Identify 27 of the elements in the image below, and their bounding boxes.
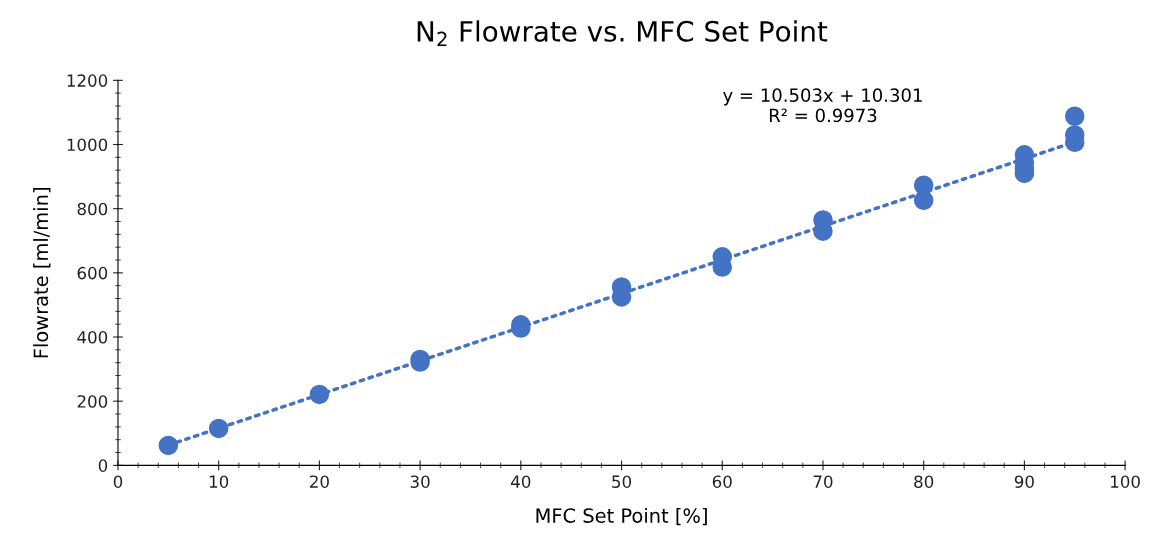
y-tick-label: 800 xyxy=(77,202,108,216)
y-tick-label: 400 xyxy=(77,330,108,344)
x-axis-title: MFC Set Point [%] xyxy=(536,507,707,526)
annotation: y = 10.503x + 10.301 R² = 0.9973 xyxy=(723,88,922,123)
point xyxy=(158,435,179,456)
point xyxy=(208,418,229,439)
x-tick-label: 50 xyxy=(612,475,632,488)
x-tick-label: 40 xyxy=(511,475,531,488)
point xyxy=(1064,106,1085,127)
chart-title: N$_{2}$ Flowrate vs. MFC Set Point xyxy=(417,20,828,46)
y-tick-label: 1200 xyxy=(67,74,108,87)
x-tick-label: 20 xyxy=(310,475,329,488)
x-tick-label: 100 xyxy=(1111,475,1140,488)
y-tick-label: 200 xyxy=(77,395,108,408)
x-tick-label: 30 xyxy=(410,475,430,488)
x-tick-label: 80 xyxy=(914,475,934,488)
y-tick-label: 600 xyxy=(77,266,108,280)
y-tick-label: 1000 xyxy=(67,138,108,152)
y-axis-title: Flowrate [ml/min] xyxy=(33,188,51,358)
x-tick-label: 60 xyxy=(712,475,732,488)
x-tick-label: 10 xyxy=(209,475,229,488)
x-tick-label: 70 xyxy=(813,475,833,488)
point xyxy=(913,190,934,211)
point xyxy=(309,384,330,405)
y-tick-label: 0 xyxy=(98,459,108,472)
x-tick-label: 0 xyxy=(113,475,123,488)
x-tick-label: 90 xyxy=(1014,475,1034,488)
